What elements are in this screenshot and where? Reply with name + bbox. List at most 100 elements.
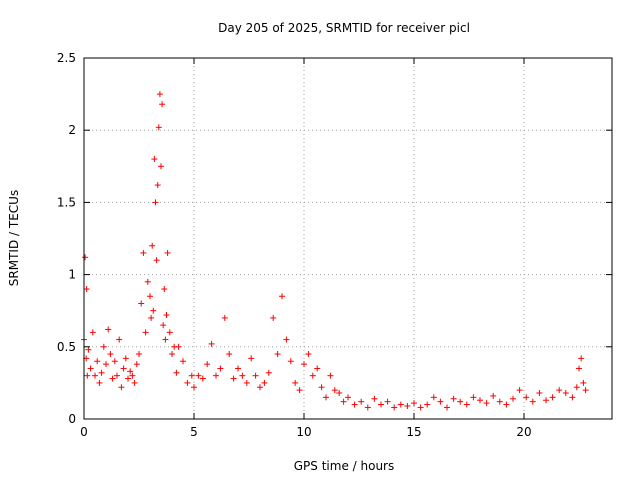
data-point: [411, 400, 417, 407]
data-point: [248, 355, 255, 362]
data-point: [384, 398, 391, 405]
data-point: [136, 351, 142, 358]
data-point: [138, 300, 145, 307]
data-point: [152, 199, 159, 206]
data-point: [496, 398, 503, 405]
data-point: [140, 249, 147, 256]
data-point: [150, 307, 157, 314]
data-point: [279, 293, 285, 300]
data-point: [257, 384, 263, 391]
data-point: [314, 365, 321, 372]
data-point: [173, 369, 180, 376]
data-point: [208, 340, 215, 347]
data-point: [252, 372, 259, 379]
data-point: [129, 372, 136, 379]
data-point: [131, 379, 138, 386]
data-point: [477, 397, 483, 404]
data-point: [94, 358, 101, 365]
data-point: [556, 387, 563, 394]
data-point: [503, 401, 510, 408]
data-point: [287, 358, 294, 365]
data-point: [292, 379, 299, 386]
data-point: [213, 372, 219, 379]
data-point: [158, 163, 164, 170]
data-point: [296, 387, 303, 394]
data-point: [118, 384, 125, 391]
data-point: [543, 397, 549, 404]
data-point: [404, 403, 411, 410]
data-point: [98, 369, 105, 376]
data-point: [87, 365, 94, 372]
data-point: [340, 398, 347, 405]
gridlines: [84, 58, 612, 419]
data-point: [305, 351, 312, 358]
data-point: [163, 312, 170, 319]
data-point: [309, 372, 316, 379]
data-point: [92, 372, 98, 379]
x-tick-label: 10: [296, 425, 311, 439]
data-point: [582, 387, 589, 394]
data-point: [573, 384, 580, 391]
data-point: [191, 384, 197, 391]
data-point: [204, 361, 211, 368]
data-point: [151, 156, 158, 163]
data-point: [144, 278, 151, 285]
data-point: [199, 375, 206, 382]
data-point: [358, 398, 365, 405]
data-point: [154, 182, 161, 189]
data-point: [450, 395, 457, 402]
data-point: [510, 395, 516, 402]
data-point: [336, 390, 343, 397]
data-point: [226, 351, 233, 358]
data-point: [235, 365, 241, 372]
data-point: [424, 401, 431, 408]
data-point: [265, 369, 272, 376]
data-point: [270, 314, 277, 321]
data-point: [217, 365, 224, 372]
data-point: [221, 314, 228, 321]
data-point: [122, 355, 129, 362]
data-point: [89, 329, 96, 336]
data-point: [156, 91, 163, 98]
data-point: [162, 336, 169, 343]
axis-ticks: 0 5 10 15 20 0 0.5 1 1.5 2 2.5: [57, 51, 612, 439]
data-point: [470, 394, 477, 401]
data-point: [318, 384, 325, 391]
data-point: [161, 286, 168, 293]
data-point: [149, 242, 156, 249]
y-tick-label: 0.5: [57, 340, 76, 354]
data-point: [490, 392, 497, 399]
data-point: [120, 365, 127, 372]
data-point: [148, 314, 155, 321]
y-tick-label: 1: [68, 268, 76, 282]
data-points: [81, 91, 589, 411]
data-point: [331, 387, 338, 394]
y-tick-label: 2.5: [57, 51, 76, 65]
data-point: [127, 368, 134, 375]
data-point: [159, 101, 166, 108]
x-axis-label: GPS time / hours: [294, 459, 395, 473]
data-point: [536, 390, 543, 397]
data-point: [345, 394, 351, 401]
data-point: [142, 329, 149, 336]
data-point: [378, 401, 384, 408]
data-point: [184, 379, 191, 386]
data-point: [576, 365, 582, 372]
y-tick-label: 1.5: [57, 195, 76, 209]
data-point: [301, 361, 307, 368]
data-point: [562, 390, 569, 397]
data-point: [164, 249, 171, 256]
data-point: [82, 254, 89, 261]
data-point: [105, 326, 112, 333]
data-point: [175, 343, 182, 350]
data-point: [437, 398, 444, 405]
data-point: [239, 372, 246, 379]
data-point: [351, 401, 358, 408]
x-tick-label: 15: [406, 425, 421, 439]
data-point: [327, 372, 334, 379]
data-point: [397, 401, 404, 408]
data-point: [261, 379, 268, 386]
data-point: [114, 372, 120, 379]
data-point: [85, 346, 92, 353]
